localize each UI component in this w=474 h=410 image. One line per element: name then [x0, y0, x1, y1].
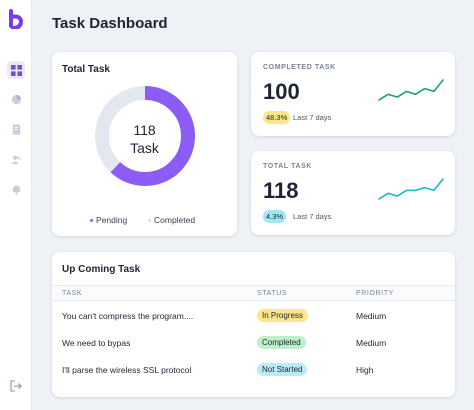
- table-row[interactable]: We need to bypas Completed Medium: [52, 330, 455, 357]
- sidebar: [0, 0, 32, 410]
- completed-period-note: Last 7 days: [293, 113, 332, 122]
- total-task-stat-value: 118: [263, 178, 299, 203]
- total-task-title: Total Task: [62, 64, 110, 75]
- column-header-task[interactable]: TASK: [62, 290, 83, 297]
- completed-dot: [148, 218, 151, 222]
- legend-pending: Pending: [90, 215, 127, 225]
- completed-task-card: COMPLETED TASK 100 48.3% Last 7 days: [251, 52, 455, 136]
- task-cell: We need to bypas: [62, 338, 131, 348]
- pending-dot: [90, 218, 93, 222]
- upcoming-task-card: Up Coming Task TASK STATUS PRIORITY You …: [52, 252, 455, 397]
- total-period-note: Last 7 days: [293, 212, 332, 221]
- users-icon[interactable]: [7, 150, 25, 168]
- status-badge: Not Started: [257, 363, 308, 376]
- table-row[interactable]: You can't compress the program.... In Pr…: [52, 303, 455, 330]
- task-cell: I'll parse the wireless SSL protocol: [62, 365, 192, 375]
- upcoming-task-title: Up Coming Task: [62, 264, 141, 275]
- status-badge: In Progress: [257, 309, 308, 322]
- priority-cell: Medium: [356, 311, 387, 321]
- status-badge: Completed: [257, 336, 306, 349]
- completed-change-badge: 48.3%: [263, 111, 291, 124]
- total-sparkline: [378, 178, 444, 200]
- table-header: TASK STATUS PRIORITY: [52, 285, 455, 301]
- total-change-badge: 4.3%: [263, 210, 287, 223]
- pie-chart-icon[interactable]: [7, 90, 25, 108]
- logout-icon[interactable]: [9, 379, 23, 393]
- page-title: Task Dashboard: [52, 15, 168, 32]
- document-icon[interactable]: [7, 120, 25, 138]
- task-cell: You can't compress the program....: [62, 311, 194, 321]
- dashboard-grid-icon[interactable]: [7, 61, 25, 79]
- total-task-unit: Task: [130, 140, 159, 156]
- donut-completed-arc: [95, 86, 195, 186]
- column-header-priority[interactable]: PRIORITY: [356, 290, 394, 297]
- completed-task-value: 100: [263, 79, 300, 104]
- completed-sparkline: [378, 79, 444, 101]
- legend-pending-label: Pending: [96, 215, 128, 225]
- table-row[interactable]: I'll parse the wireless SSL protocol Not…: [52, 357, 455, 384]
- legend-completed-label: Completed: [154, 215, 196, 225]
- completed-task-label: COMPLETED TASK: [263, 64, 336, 71]
- total-sparkline-line: [378, 178, 444, 200]
- total-task-stat-card: TOTAL TASK 118 4.3% Last 7 days: [251, 151, 455, 235]
- total-task-card: Total Task 118 Task Pending Completed: [52, 52, 237, 236]
- bell-icon[interactable]: [7, 180, 25, 198]
- completed-sparkline-line: [378, 79, 444, 101]
- column-header-status[interactable]: STATUS: [257, 290, 288, 297]
- total-task-count: 118: [133, 122, 156, 138]
- legend-completed: Completed: [148, 215, 195, 225]
- total-task-donut-chart: [95, 86, 195, 186]
- priority-cell: High: [356, 365, 374, 375]
- total-task-stat-label: TOTAL TASK: [263, 163, 313, 170]
- b-logo-icon[interactable]: [8, 9, 24, 29]
- priority-cell: Medium: [356, 338, 387, 348]
